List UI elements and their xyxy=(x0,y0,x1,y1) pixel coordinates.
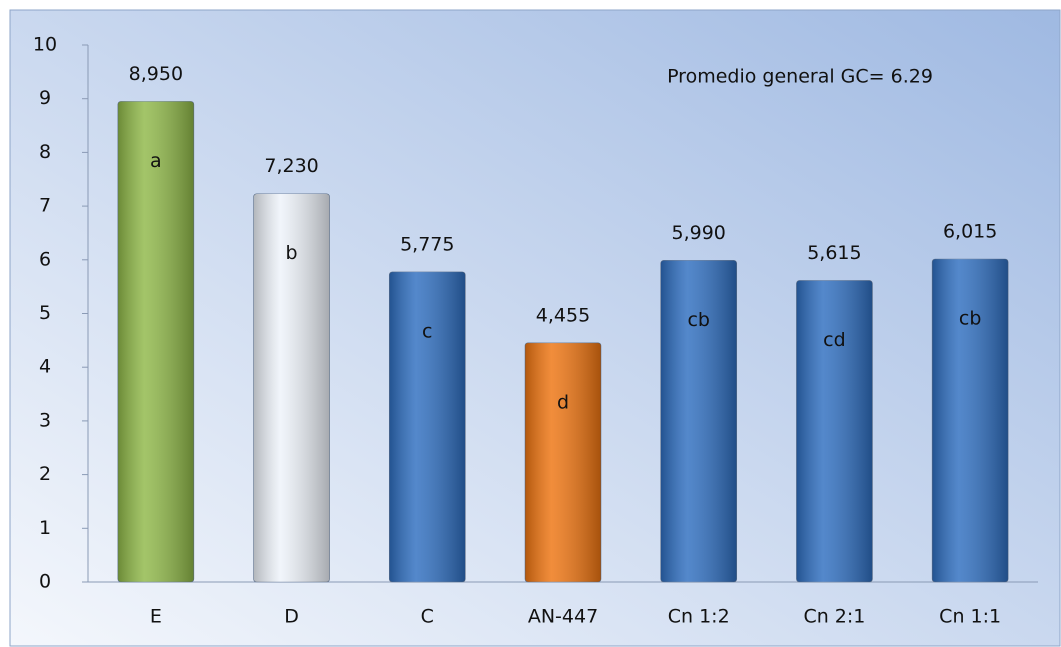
value-label: 6,015 xyxy=(943,220,997,242)
y-tick-label: 9 xyxy=(39,87,51,109)
y-tick-label: 5 xyxy=(39,302,51,324)
y-tick-label: 10 xyxy=(33,34,57,56)
group-letter: a xyxy=(150,150,162,172)
y-tick-label: 8 xyxy=(39,141,51,163)
bar xyxy=(796,280,873,583)
x-tick-label: D xyxy=(284,606,299,628)
y-tick-label: 1 xyxy=(39,517,51,539)
value-label: 8,950 xyxy=(129,63,183,85)
group-letter: cb xyxy=(687,309,710,331)
group-letter: c xyxy=(422,320,432,342)
bar xyxy=(117,101,195,583)
value-label: 5,615 xyxy=(807,242,861,264)
x-tick-label: Cn 1:2 xyxy=(668,606,730,628)
value-label: 4,455 xyxy=(536,304,590,326)
bar xyxy=(524,342,602,583)
y-tick-label: 7 xyxy=(39,195,51,217)
bar xyxy=(388,271,466,583)
y-tick-label: 2 xyxy=(39,463,51,485)
group-letter: b xyxy=(286,242,298,264)
x-tick-label: Cn 2:1 xyxy=(803,606,865,628)
x-tick-label: AN-447 xyxy=(528,606,598,628)
value-label: 5,775 xyxy=(400,233,454,255)
y-tick-label: 4 xyxy=(39,356,51,378)
group-letter: cd xyxy=(823,329,846,351)
group-letter: d xyxy=(557,391,569,413)
x-tick-label: E xyxy=(150,606,162,628)
value-label: 7,230 xyxy=(264,155,318,177)
y-tick-label: 0 xyxy=(39,571,51,593)
y-tick-label: 3 xyxy=(39,409,51,431)
x-tick-label: C xyxy=(421,606,434,628)
value-label: 5,990 xyxy=(672,222,726,244)
x-tick-label: Cn 1:1 xyxy=(939,606,1001,628)
y-tick-label: 6 xyxy=(39,248,51,270)
annotation: Promedio general GC= 6.29 xyxy=(667,66,933,88)
group-letter: cb xyxy=(959,307,982,329)
